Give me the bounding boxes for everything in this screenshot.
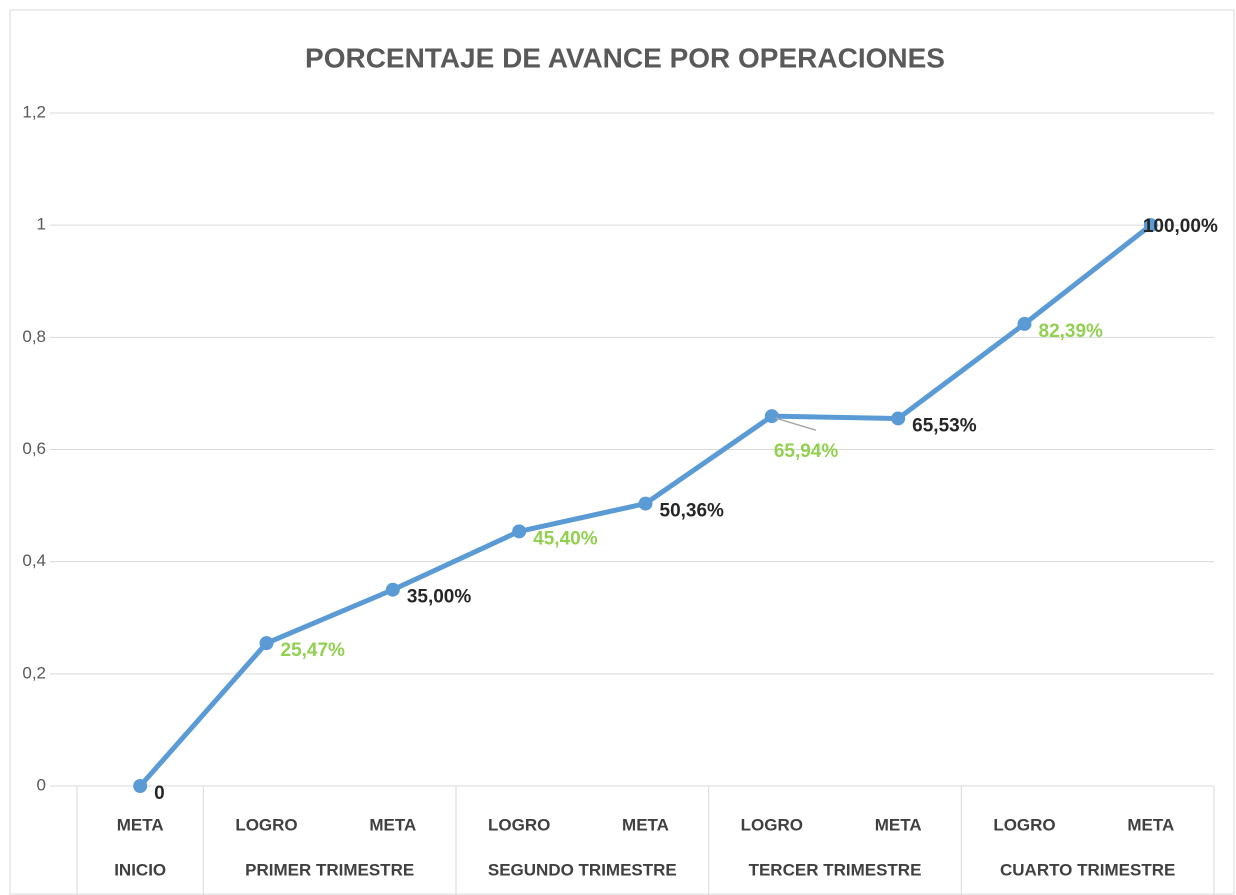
data-point <box>638 496 653 511</box>
y-tick-label: 0 <box>37 775 46 794</box>
data-point <box>385 582 400 597</box>
y-tick-label: 0,2 <box>22 663 46 682</box>
data-point <box>891 411 906 426</box>
x-tick-label: LOGRO <box>488 815 550 834</box>
x-tick-label: META <box>622 815 669 834</box>
y-tick-label: 0,6 <box>22 439 46 458</box>
x-tick-label: LOGRO <box>993 815 1055 834</box>
y-tick-label: 0,8 <box>22 327 46 346</box>
x-tick-label: META <box>117 815 164 834</box>
data-label: 82,39% <box>1039 321 1104 342</box>
x-tick-label: LOGRO <box>741 815 803 834</box>
chart-frame <box>9 9 1235 895</box>
data-label: 35,00% <box>407 587 472 608</box>
data-label: 65,53% <box>912 416 977 437</box>
data-label: 65,94% <box>774 441 839 462</box>
x-group-label: SEGUNDO TRIMESTRE <box>488 860 677 879</box>
chart-title: PORCENTAJE DE AVANCE POR OPERACIONES <box>305 42 945 73</box>
data-point <box>512 524 527 539</box>
data-point <box>764 409 779 424</box>
data-label: 100,00% <box>1143 216 1218 237</box>
data-point <box>1017 316 1032 331</box>
x-group-label: PRIMER TRIMESTRE <box>245 860 414 879</box>
x-group-label: TERCER TRIMESTRE <box>749 860 922 879</box>
data-point <box>259 636 274 651</box>
data-point <box>1143 218 1158 233</box>
x-group-label: CUARTO TRIMESTRE <box>1000 860 1175 879</box>
data-label: 25,47% <box>281 640 346 661</box>
data-point <box>133 779 148 793</box>
x-group-label: INICIO <box>114 860 166 879</box>
y-tick-label: 0,4 <box>22 551 46 570</box>
x-tick-label: LOGRO <box>235 815 297 834</box>
data-label: 45,40% <box>533 528 598 549</box>
data-label: 0 <box>154 783 165 804</box>
y-tick-label: 1,2 <box>22 102 46 121</box>
x-tick-label: META <box>1127 815 1174 834</box>
x-tick-label: META <box>369 815 416 834</box>
x-tick-label: META <box>875 815 922 834</box>
leader-line <box>775 417 817 431</box>
data-label: 50,36% <box>660 501 725 522</box>
y-tick-label: 1 <box>37 215 46 234</box>
